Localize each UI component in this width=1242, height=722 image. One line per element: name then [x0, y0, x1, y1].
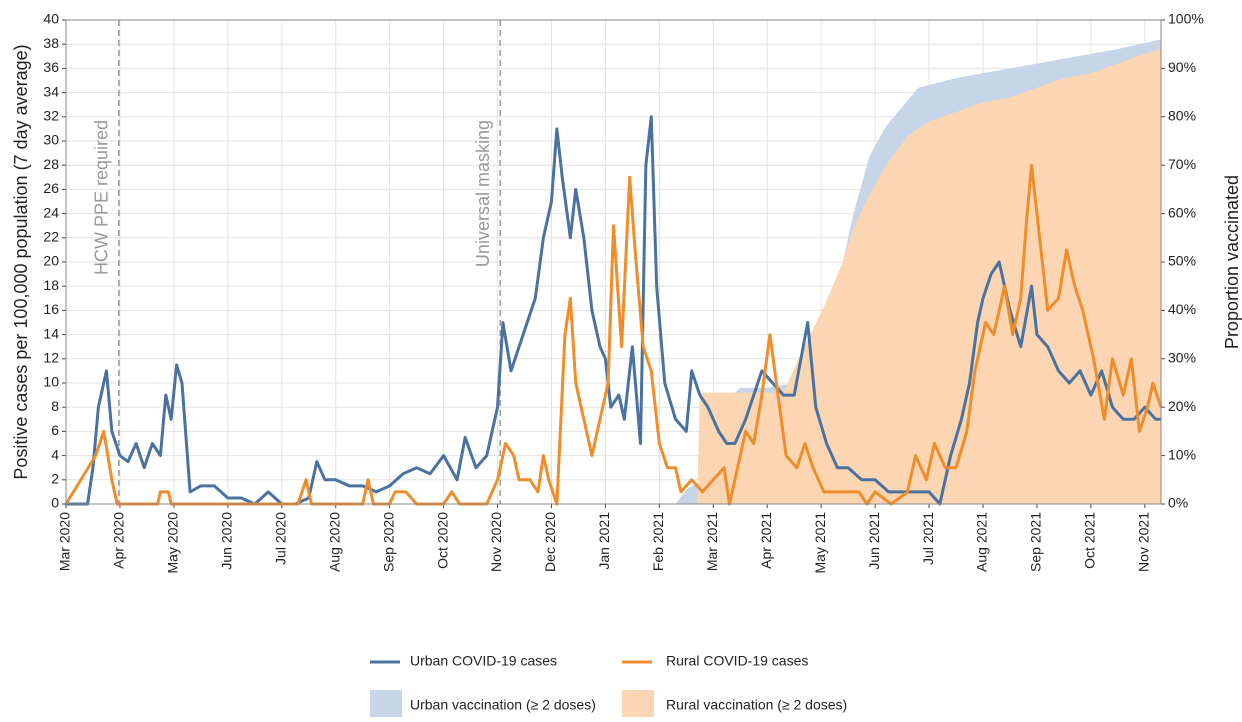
- x-tick-label: Feb 2021: [650, 512, 666, 571]
- y-tick-label: 22: [43, 229, 59, 245]
- annotation-label: HCW PPE required: [92, 120, 112, 275]
- y2-tick-label: 90%: [1168, 59, 1196, 75]
- y-tick-label: 40: [43, 11, 59, 27]
- y-tick-label: 36: [43, 59, 59, 75]
- x-tick-label: Sep 2020: [380, 512, 396, 572]
- y2-tick-label: 0%: [1168, 495, 1188, 511]
- x-tick-label: Nov 2021: [1136, 512, 1152, 572]
- legend-swatch: [622, 690, 654, 722]
- y-tick-label: 34: [43, 83, 59, 99]
- legend-swatch: [370, 690, 402, 722]
- y2-tick-label: 50%: [1168, 253, 1196, 269]
- y-tick-label: 6: [51, 422, 59, 438]
- legend-label: Rural vaccination (≥ 2 doses): [666, 697, 847, 713]
- y-tick-label: 20: [43, 253, 59, 269]
- y-tick-label: 32: [43, 108, 59, 124]
- y-tick-label: 28: [43, 156, 59, 172]
- y-tick-label: 10: [43, 374, 59, 390]
- y2-tick-label: 70%: [1168, 156, 1196, 172]
- y-tick-label: 14: [43, 325, 59, 341]
- y-tick-label: 16: [43, 301, 59, 317]
- y-tick-label: 8: [51, 398, 59, 414]
- legend-label: Urban vaccination (≥ 2 doses): [410, 697, 596, 713]
- x-tick-label: Jul 2021: [920, 512, 936, 565]
- legend-label: Rural COVID-19 cases: [666, 653, 808, 669]
- y-tick-label: 26: [43, 180, 59, 196]
- y-tick-label: 2: [51, 471, 59, 487]
- x-tick-label: Sep 2021: [1028, 512, 1044, 572]
- x-tick-label: Apr 2020: [111, 512, 127, 569]
- x-tick-label: Jul 2020: [272, 512, 288, 565]
- y2-axis-label: Proportion vaccinated: [1222, 175, 1242, 349]
- x-tick-label: Mar 2021: [704, 512, 720, 571]
- y-axis-label: Positive cases per 100,000 population (7…: [11, 44, 31, 479]
- x-tick-label: Nov 2020: [488, 512, 504, 572]
- y-tick-label: 38: [43, 35, 59, 51]
- x-tick-label: Jan 2021: [596, 512, 612, 570]
- legend-label: Urban COVID-19 cases: [410, 653, 557, 669]
- line: [64, 163, 1163, 506]
- x-tick-label: May 2020: [165, 512, 181, 574]
- x-tick-label: Jun 2020: [219, 512, 235, 570]
- y-tick-label: 12: [43, 350, 59, 366]
- x-tick-label: Aug 2020: [326, 512, 342, 572]
- y-tick-label: 18: [43, 277, 59, 293]
- y-tick-label: 30: [43, 132, 59, 148]
- y-tick-label: 4: [51, 446, 59, 462]
- x-tick-label: Dec 2020: [542, 512, 558, 572]
- x-tick-label: Jun 2021: [866, 512, 882, 570]
- annotation-label: Universal masking: [473, 120, 493, 267]
- y-tick-label: 24: [43, 204, 59, 220]
- y2-tick-label: 60%: [1168, 204, 1196, 220]
- plot-frame: [65, 19, 1162, 505]
- y2-tick-label: 10%: [1168, 446, 1196, 462]
- x-tick-label: May 2021: [812, 512, 828, 574]
- y2-tick-label: 80%: [1168, 108, 1196, 124]
- x-tick-label: Oct 2020: [434, 512, 450, 569]
- x-tick-label: Mar 2020: [57, 512, 73, 571]
- y-tick-label: 0: [51, 495, 59, 511]
- x-tick-label: Aug 2021: [974, 512, 990, 572]
- y2-tick-label: 100%: [1168, 11, 1204, 27]
- x-tick-label: Oct 2021: [1082, 512, 1098, 569]
- y2-tick-label: 40%: [1168, 301, 1196, 317]
- y2-tick-label: 30%: [1168, 350, 1196, 366]
- y2-tick-label: 20%: [1168, 398, 1196, 414]
- x-tick-label: Apr 2021: [758, 512, 774, 569]
